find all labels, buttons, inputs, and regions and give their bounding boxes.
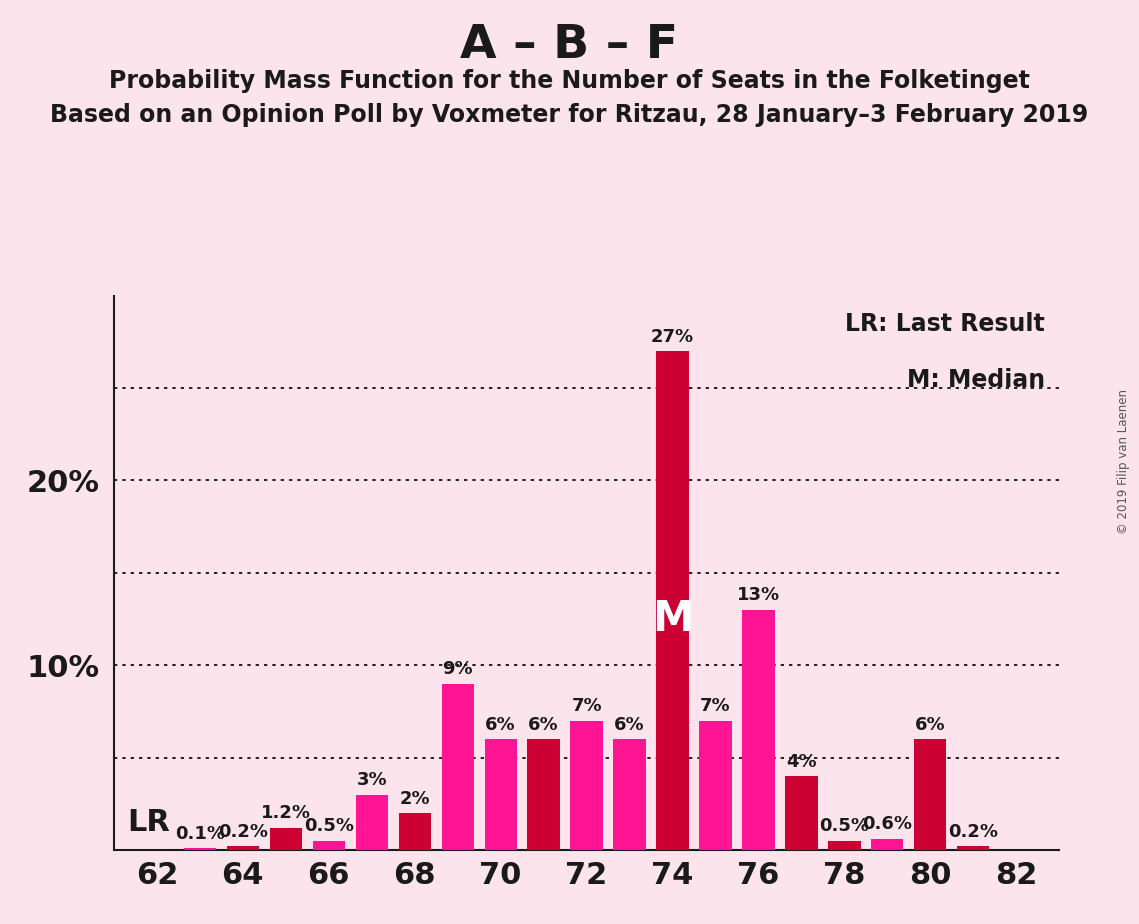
Text: 6%: 6% xyxy=(485,716,516,734)
Bar xyxy=(227,846,259,850)
Text: 13%: 13% xyxy=(737,587,780,604)
Bar xyxy=(442,684,474,850)
Bar xyxy=(828,841,861,850)
Text: 27%: 27% xyxy=(652,328,694,346)
Text: 9%: 9% xyxy=(442,661,473,678)
Text: 3%: 3% xyxy=(357,772,387,789)
Text: 4%: 4% xyxy=(786,753,817,771)
Text: LR: LR xyxy=(126,808,170,837)
Bar xyxy=(270,828,302,850)
Bar xyxy=(399,813,431,850)
Bar xyxy=(785,776,818,850)
Text: © 2019 Filip van Laenen: © 2019 Filip van Laenen xyxy=(1117,390,1130,534)
Bar xyxy=(699,721,731,850)
Bar xyxy=(915,739,947,850)
Bar xyxy=(571,721,603,850)
Text: 0.6%: 0.6% xyxy=(862,816,912,833)
Text: M: Median: M: Median xyxy=(907,368,1046,392)
Bar xyxy=(355,795,388,850)
Text: 1.2%: 1.2% xyxy=(261,805,311,822)
Bar xyxy=(871,839,903,850)
Text: 2%: 2% xyxy=(400,790,431,808)
Text: 0.2%: 0.2% xyxy=(949,823,998,841)
Text: 0.5%: 0.5% xyxy=(304,818,354,835)
Text: LR: Last Result: LR: Last Result xyxy=(845,312,1046,336)
Text: 0.2%: 0.2% xyxy=(218,823,268,841)
Bar xyxy=(743,610,775,850)
Bar xyxy=(312,841,345,850)
Bar xyxy=(484,739,517,850)
Text: 0.1%: 0.1% xyxy=(175,825,224,843)
Text: Probability Mass Function for the Number of Seats in the Folketinget: Probability Mass Function for the Number… xyxy=(109,69,1030,93)
Bar xyxy=(656,351,689,850)
Bar xyxy=(957,846,990,850)
Bar xyxy=(527,739,559,850)
Text: 0.5%: 0.5% xyxy=(819,818,869,835)
Text: 6%: 6% xyxy=(614,716,645,734)
Text: Based on an Opinion Poll by Voxmeter for Ritzau, 28 January–3 February 2019: Based on an Opinion Poll by Voxmeter for… xyxy=(50,103,1089,128)
Text: 6%: 6% xyxy=(528,716,559,734)
Bar xyxy=(614,739,646,850)
Text: 7%: 7% xyxy=(572,698,601,715)
Text: A – B – F: A – B – F xyxy=(460,23,679,68)
Bar xyxy=(183,848,216,850)
Text: 7%: 7% xyxy=(700,698,731,715)
Text: M: M xyxy=(652,598,694,640)
Text: 6%: 6% xyxy=(915,716,945,734)
